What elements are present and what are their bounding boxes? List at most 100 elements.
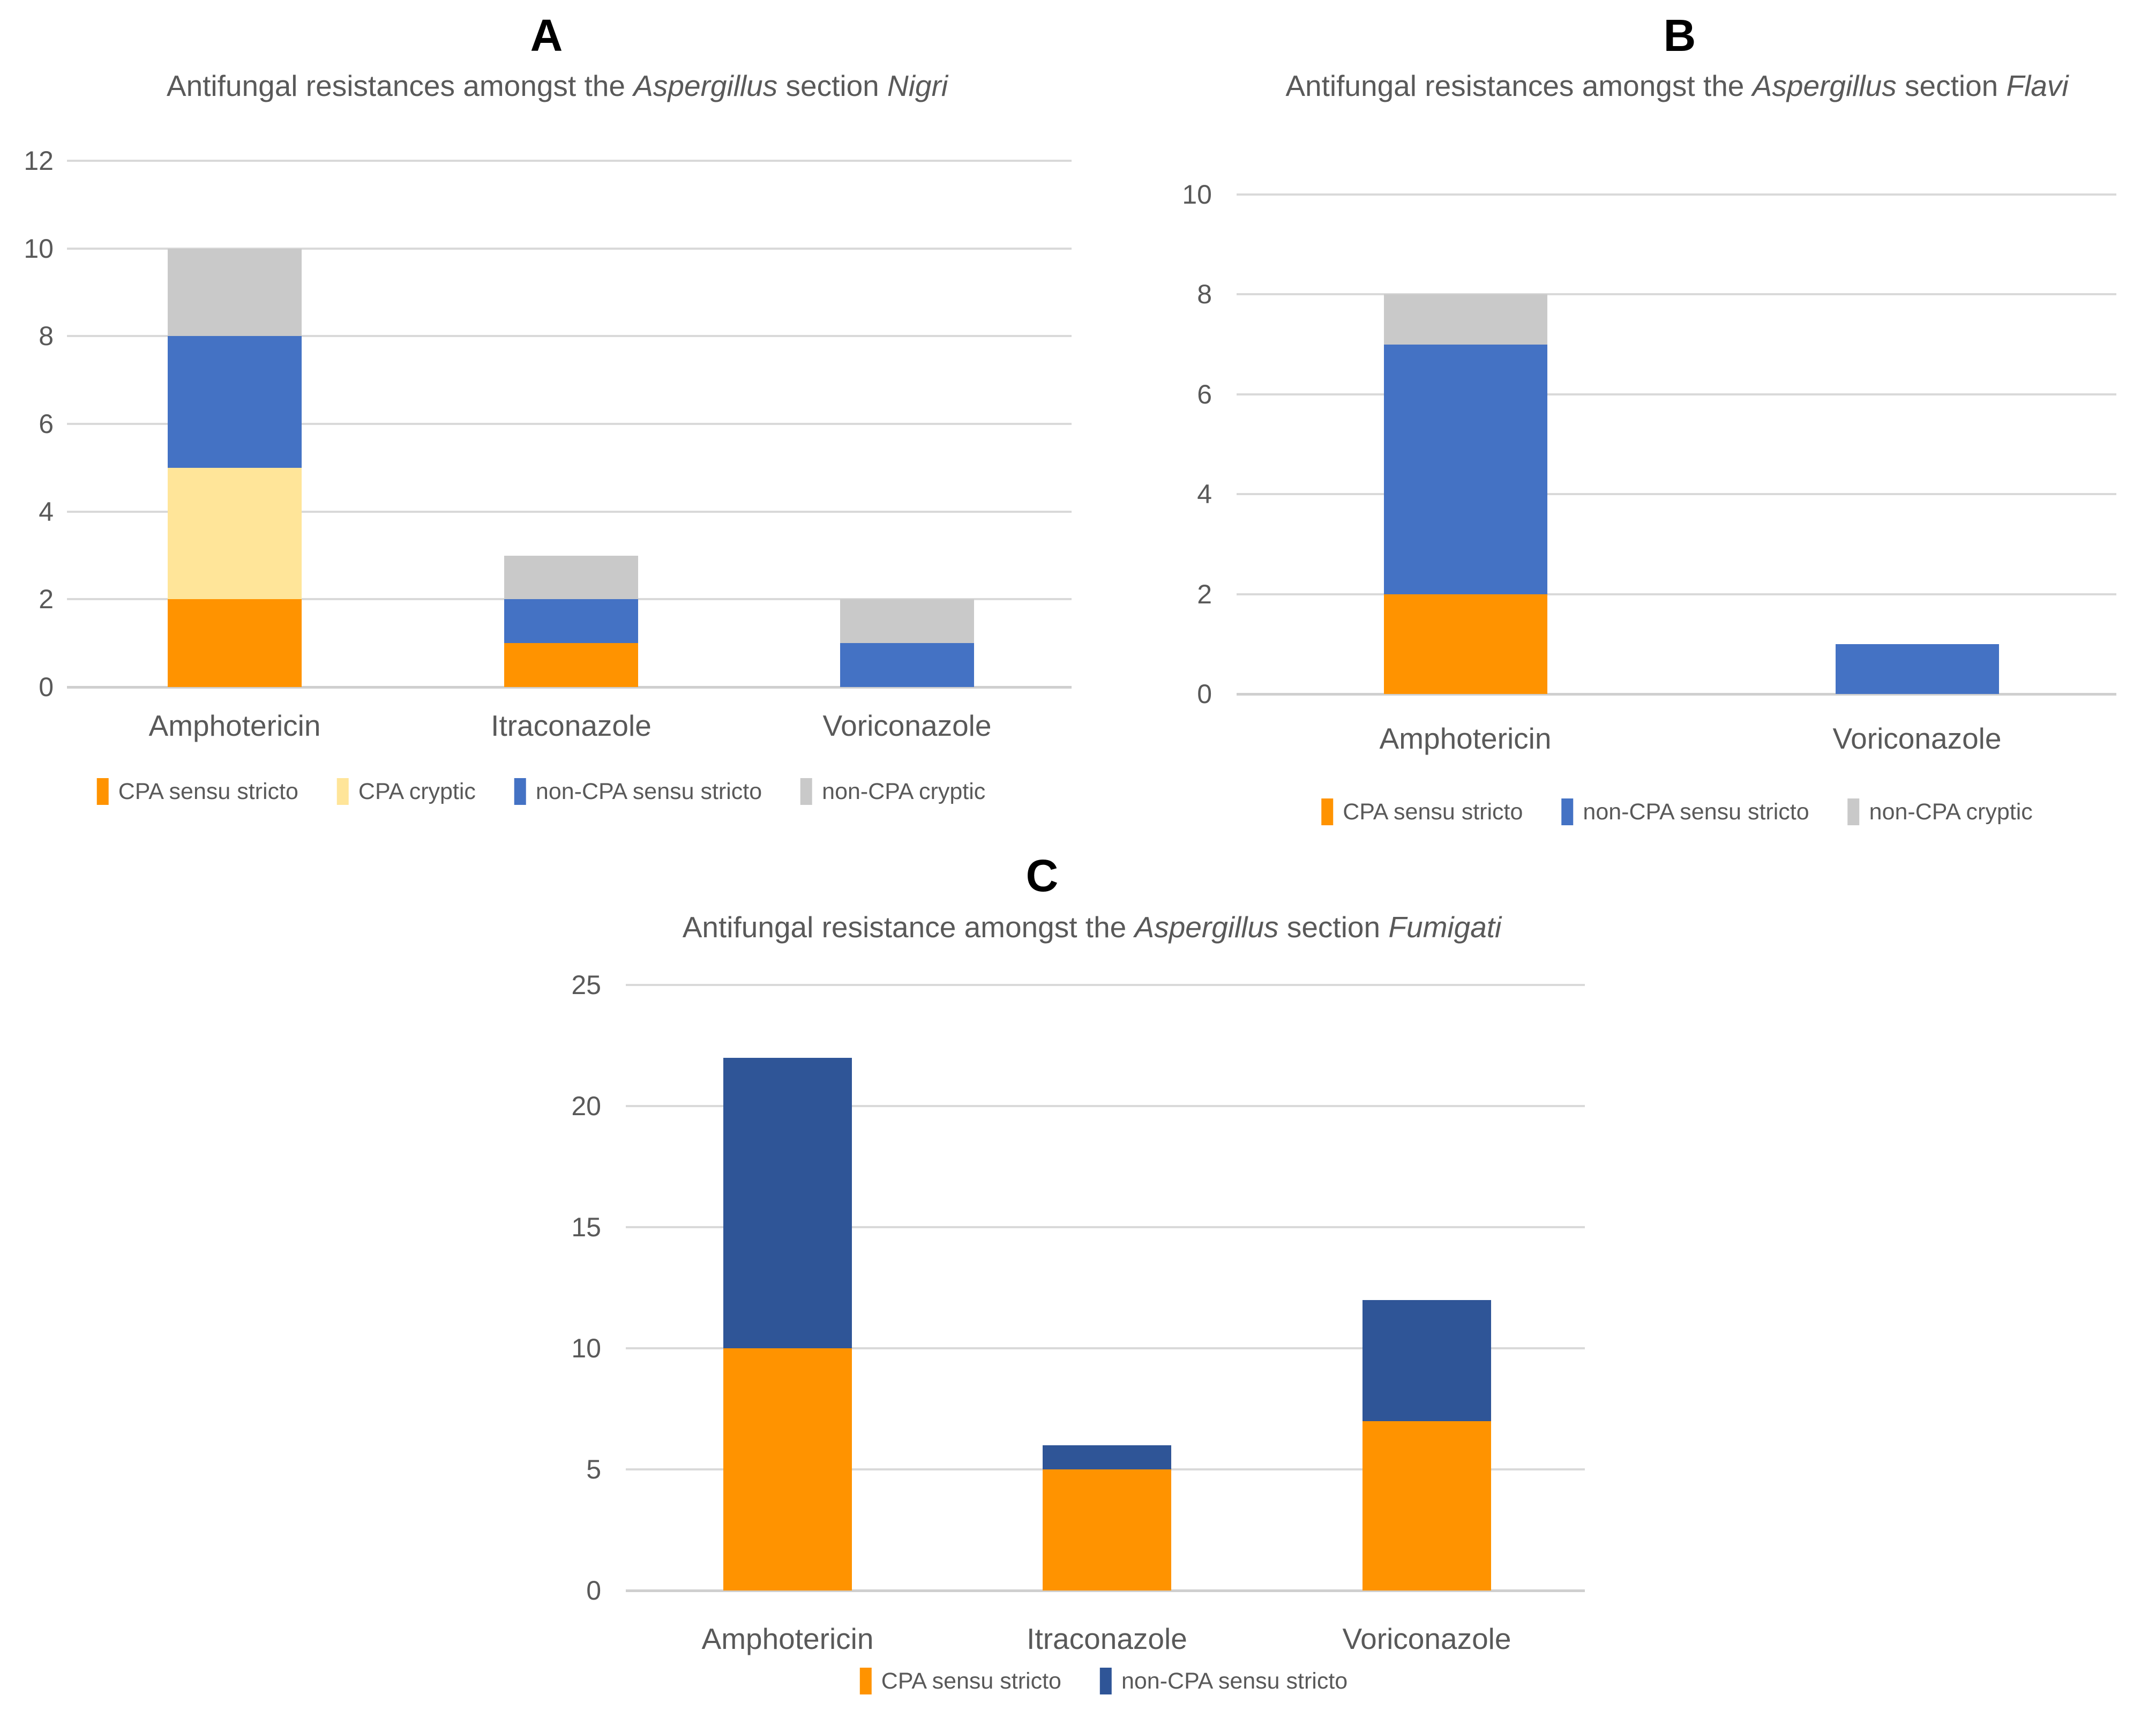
bar-segment — [168, 248, 302, 337]
chart-title-A: Antifungal resistances amongst the Asper… — [167, 69, 948, 103]
legend-marker-swatch — [1099, 1668, 1112, 1694]
legend-A: CPA sensu stricto CPA cryptic non-CPA sens… — [96, 778, 985, 805]
y-tick-label: 0 — [586, 1575, 601, 1606]
legend-item: CPA sensu stricto — [1321, 798, 1523, 825]
gridline — [67, 247, 1072, 250]
chart-title-run: Aspergillus — [633, 69, 778, 102]
panel-label-A: A — [530, 10, 563, 61]
legend-label: CPA cryptic — [358, 778, 476, 804]
y-tick-label: 8 — [39, 321, 54, 352]
legend-label: non-CPA sensu stricto — [1583, 798, 1809, 825]
chart-title-run: Aspergillus — [1134, 910, 1279, 944]
y-tick-label: 15 — [571, 1212, 601, 1242]
legend-label: non-CPA cryptic — [1869, 798, 2033, 825]
y-tick-label: 4 — [39, 496, 54, 527]
legend-C: CPA sensu stricto non-CPA sensu stricto — [859, 1668, 1348, 1694]
chart-title-run: Fumigati — [1388, 910, 1502, 944]
y-tick-label: 0 — [39, 672, 54, 702]
bar-segment — [1835, 644, 1999, 694]
bar-segment — [723, 1057, 852, 1348]
bar-segment — [504, 555, 638, 600]
legend-marker-swatch — [1561, 798, 1574, 825]
bar-segment — [1383, 594, 1547, 694]
legend-item: non-CPA sensu stricto — [1561, 798, 1809, 825]
gridline — [626, 1347, 1585, 1349]
chart-title-run: section — [1896, 69, 2007, 102]
y-tick-label: 2 — [39, 584, 54, 615]
gridline — [1237, 293, 2116, 296]
y-tick-label: 2 — [1197, 579, 1212, 609]
chart-title-run: Antifungal resistance amongst the — [682, 910, 1135, 944]
bar-segment — [168, 599, 302, 687]
chart-title-run: Flavi — [2006, 69, 2069, 102]
bar-segment — [723, 1348, 852, 1590]
legend-item: CPA sensu stricto — [96, 778, 298, 805]
gridline — [1237, 393, 2116, 395]
legend-item: non-CPA cryptic — [1847, 798, 2033, 825]
panel-label-B: B — [1663, 10, 1696, 61]
x-axis-line — [67, 686, 1072, 689]
gridline — [626, 1226, 1585, 1228]
category-label: Itraconazole — [491, 709, 652, 742]
legend-item: non-CPA sensu stricto — [514, 778, 762, 805]
y-tick-label: 0 — [1197, 679, 1212, 709]
legend-marker-swatch — [800, 778, 813, 805]
bar-segment — [1043, 1469, 1171, 1590]
bar-segment — [504, 599, 638, 644]
chart-title-run: section — [777, 69, 888, 102]
y-tick-label: 5 — [586, 1454, 601, 1484]
panel-label-C: C — [1025, 850, 1059, 901]
gridline — [1237, 593, 2116, 595]
bar-segment — [168, 467, 302, 600]
gridline — [626, 984, 1585, 986]
legend-marker-swatch — [859, 1668, 872, 1694]
gridline — [67, 423, 1072, 425]
legend-item: non-CPA cryptic — [800, 778, 985, 805]
category-label: Amphotericin — [701, 1622, 874, 1655]
legend-marker-swatch — [1847, 798, 1860, 825]
category-label: Voriconazole — [822, 709, 992, 742]
chart-title-C: Antifungal resistance amongst the Asperg… — [683, 910, 1502, 944]
category-label: Itraconazole — [1027, 1622, 1187, 1655]
chart-title-run: Antifungal resistances amongst the — [166, 69, 634, 102]
gridline — [67, 160, 1072, 162]
legend-label: non-CPA sensu stricto — [535, 778, 762, 804]
chart-title-run: Antifungal resistances amongst the — [1285, 69, 1753, 102]
y-tick-label: 10 — [1182, 180, 1212, 210]
legend-label: CPA sensu stricto — [118, 778, 298, 804]
legend-item: non-CPA sensu stricto — [1099, 1668, 1348, 1694]
legend-item: CPA sensu stricto — [859, 1668, 1061, 1694]
chart-title-run: Aspergillus — [1752, 69, 1897, 102]
legend-label: CPA sensu stricto — [881, 1668, 1061, 1694]
bar-segment — [1383, 294, 1547, 345]
bar-segment — [168, 336, 302, 468]
gridline — [67, 510, 1072, 513]
category-label: Amphotericin — [1379, 722, 1552, 755]
bar-segment — [1363, 1421, 1491, 1590]
category-label: Voriconazole — [1832, 722, 2002, 755]
legend-item: CPA cryptic — [336, 778, 476, 805]
gridline — [67, 335, 1072, 338]
y-tick-label: 20 — [571, 1091, 601, 1121]
gridline — [1237, 193, 2116, 196]
bar-segment — [1043, 1445, 1171, 1469]
y-tick-label: 10 — [571, 1333, 601, 1363]
gridline — [626, 1105, 1585, 1107]
y-tick-label: 8 — [1197, 279, 1212, 310]
y-tick-label: 4 — [1197, 479, 1212, 510]
x-axis-line — [1237, 693, 2116, 696]
category-label: Voriconazole — [1342, 1622, 1511, 1655]
bar-segment — [840, 643, 974, 687]
legend-marker-swatch — [1321, 798, 1334, 825]
chart-title-run: Nigri — [887, 69, 948, 102]
y-tick-label: 6 — [39, 409, 54, 439]
chart-title-B: Antifungal resistances amongst the Asper… — [1285, 69, 2068, 103]
legend-marker-swatch — [96, 778, 109, 805]
legend-marker-swatch — [336, 778, 349, 805]
y-tick-label: 12 — [24, 146, 54, 176]
y-tick-label: 6 — [1197, 379, 1212, 409]
bar-segment — [840, 599, 974, 644]
bar-segment — [1383, 344, 1547, 594]
y-tick-label: 25 — [571, 970, 601, 1000]
